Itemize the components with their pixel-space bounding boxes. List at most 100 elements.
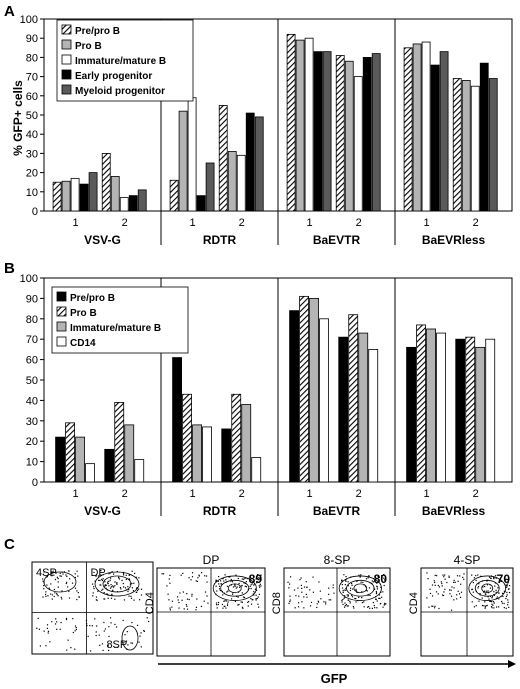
flow-event-dot <box>195 609 197 611</box>
flow-event-dot <box>65 617 68 620</box>
flow-event-dot <box>375 590 377 593</box>
flow-event-dot <box>501 592 504 595</box>
panel-c: C GFP 4SP DP 8SP DP 89 CD4 8-SP 80 CD8 4-SP 70 CD4 <box>4 536 516 686</box>
flow-event-dot <box>108 626 110 628</box>
y-tick-label: 90 <box>26 33 38 45</box>
flow-event-dot <box>441 594 444 596</box>
flow-event-dot <box>242 607 244 609</box>
flow-event-dot <box>367 594 370 596</box>
flow-event-dot <box>347 594 350 596</box>
flow-event-dot <box>472 581 474 584</box>
flow-event-dot <box>114 623 116 626</box>
flow-event-dot <box>507 599 509 601</box>
flow-event-dot <box>45 591 47 593</box>
flow-event-dot <box>45 645 47 647</box>
flow-event-dot <box>458 593 461 595</box>
bar <box>430 64 440 212</box>
flow-event-dot <box>245 586 247 588</box>
flow-event-dot <box>360 581 362 583</box>
flow-event-dot <box>231 581 234 583</box>
flow-event-dot <box>259 583 261 585</box>
flow-event-dot <box>317 601 320 603</box>
flow-event-dot <box>125 574 127 576</box>
flow-event-dot <box>162 573 165 575</box>
flow-event-dot <box>255 594 257 596</box>
bar <box>134 459 145 483</box>
flow-event-dot <box>224 605 226 608</box>
flow-event-dot <box>135 576 137 578</box>
flow-event-dot <box>241 592 243 594</box>
flow-event-dot <box>438 607 440 610</box>
flow-event-dot <box>60 575 62 577</box>
flow-event-dot <box>493 594 495 596</box>
legend-label: Immature/mature B <box>75 56 166 67</box>
flow-event-dot <box>380 586 382 588</box>
contour-line <box>43 571 77 593</box>
flow-plot: 4-SP 70 CD4 <box>408 553 514 657</box>
flow-event-dot <box>217 603 219 606</box>
flow-event-dot <box>367 606 369 608</box>
flow-event-dot <box>95 575 97 577</box>
flow-event-dot <box>115 626 118 628</box>
group-label: RDTR <box>203 233 237 247</box>
panel-c-label: C <box>4 536 15 553</box>
flow-event-dot <box>97 590 99 592</box>
flow-event-dot <box>244 585 246 587</box>
flow-event-dot <box>378 594 381 596</box>
flow-event-dot <box>219 589 221 592</box>
group-label: BaEVRless <box>422 504 486 518</box>
flow-event-dot <box>95 634 97 637</box>
flow-event-dot <box>508 584 511 587</box>
flow-event-dot <box>332 587 334 589</box>
flow-event-dot <box>122 582 124 585</box>
flow-event-dot <box>98 579 100 581</box>
flow-event-dot <box>43 630 45 632</box>
flow-event-dot <box>60 621 62 624</box>
flow-event-dot <box>55 618 57 620</box>
flow-event-dot <box>168 599 170 601</box>
bar <box>470 85 480 212</box>
flow-event-dot <box>256 582 258 584</box>
flow-event-dot <box>343 606 346 608</box>
flow-event-dot <box>347 595 349 597</box>
flow-event-dot <box>42 573 44 575</box>
flow-event-dot <box>346 594 348 596</box>
legend-swatch <box>56 336 67 347</box>
flow-event-dot <box>289 599 291 601</box>
flow-plot-percentage: 80 <box>374 572 388 586</box>
contour-line <box>212 575 257 601</box>
flow-event-dot <box>378 576 380 578</box>
flow-event-dot <box>505 595 508 598</box>
flow-event-dot <box>104 598 106 600</box>
flow-event-dot <box>429 592 432 595</box>
flow-event-dot <box>379 603 381 605</box>
y-tick-label: 80 <box>26 314 38 326</box>
contour-line <box>474 579 500 597</box>
flow-event-dot <box>63 571 65 573</box>
flow-event-dot <box>297 587 299 589</box>
flow-event-dot <box>463 573 465 575</box>
flow-event-dot <box>320 598 322 600</box>
bar <box>465 336 476 483</box>
flow-event-dot <box>352 588 354 590</box>
flow-event-dot <box>215 602 218 604</box>
flow-event-dot <box>215 585 217 587</box>
flow-event-dot <box>182 572 184 574</box>
bar <box>455 338 466 483</box>
flow-event-dot <box>361 602 363 604</box>
flow-event-dot <box>491 601 493 603</box>
contour-line <box>468 575 507 601</box>
flow-event-dot <box>492 604 494 606</box>
flow-event-dot <box>441 585 443 587</box>
flow-event-dot <box>490 606 493 608</box>
flow-event-dot <box>498 592 500 594</box>
flow-event-dot <box>384 579 386 581</box>
flow-event-dot <box>456 594 458 596</box>
flow-event-dot <box>57 577 59 580</box>
bar <box>110 176 120 212</box>
flow-event-dot <box>110 597 113 599</box>
flow-event-dot <box>47 595 49 597</box>
flow-event-dot <box>459 596 462 598</box>
flow-event-dot <box>484 606 487 608</box>
flow-event-dot <box>235 587 237 589</box>
